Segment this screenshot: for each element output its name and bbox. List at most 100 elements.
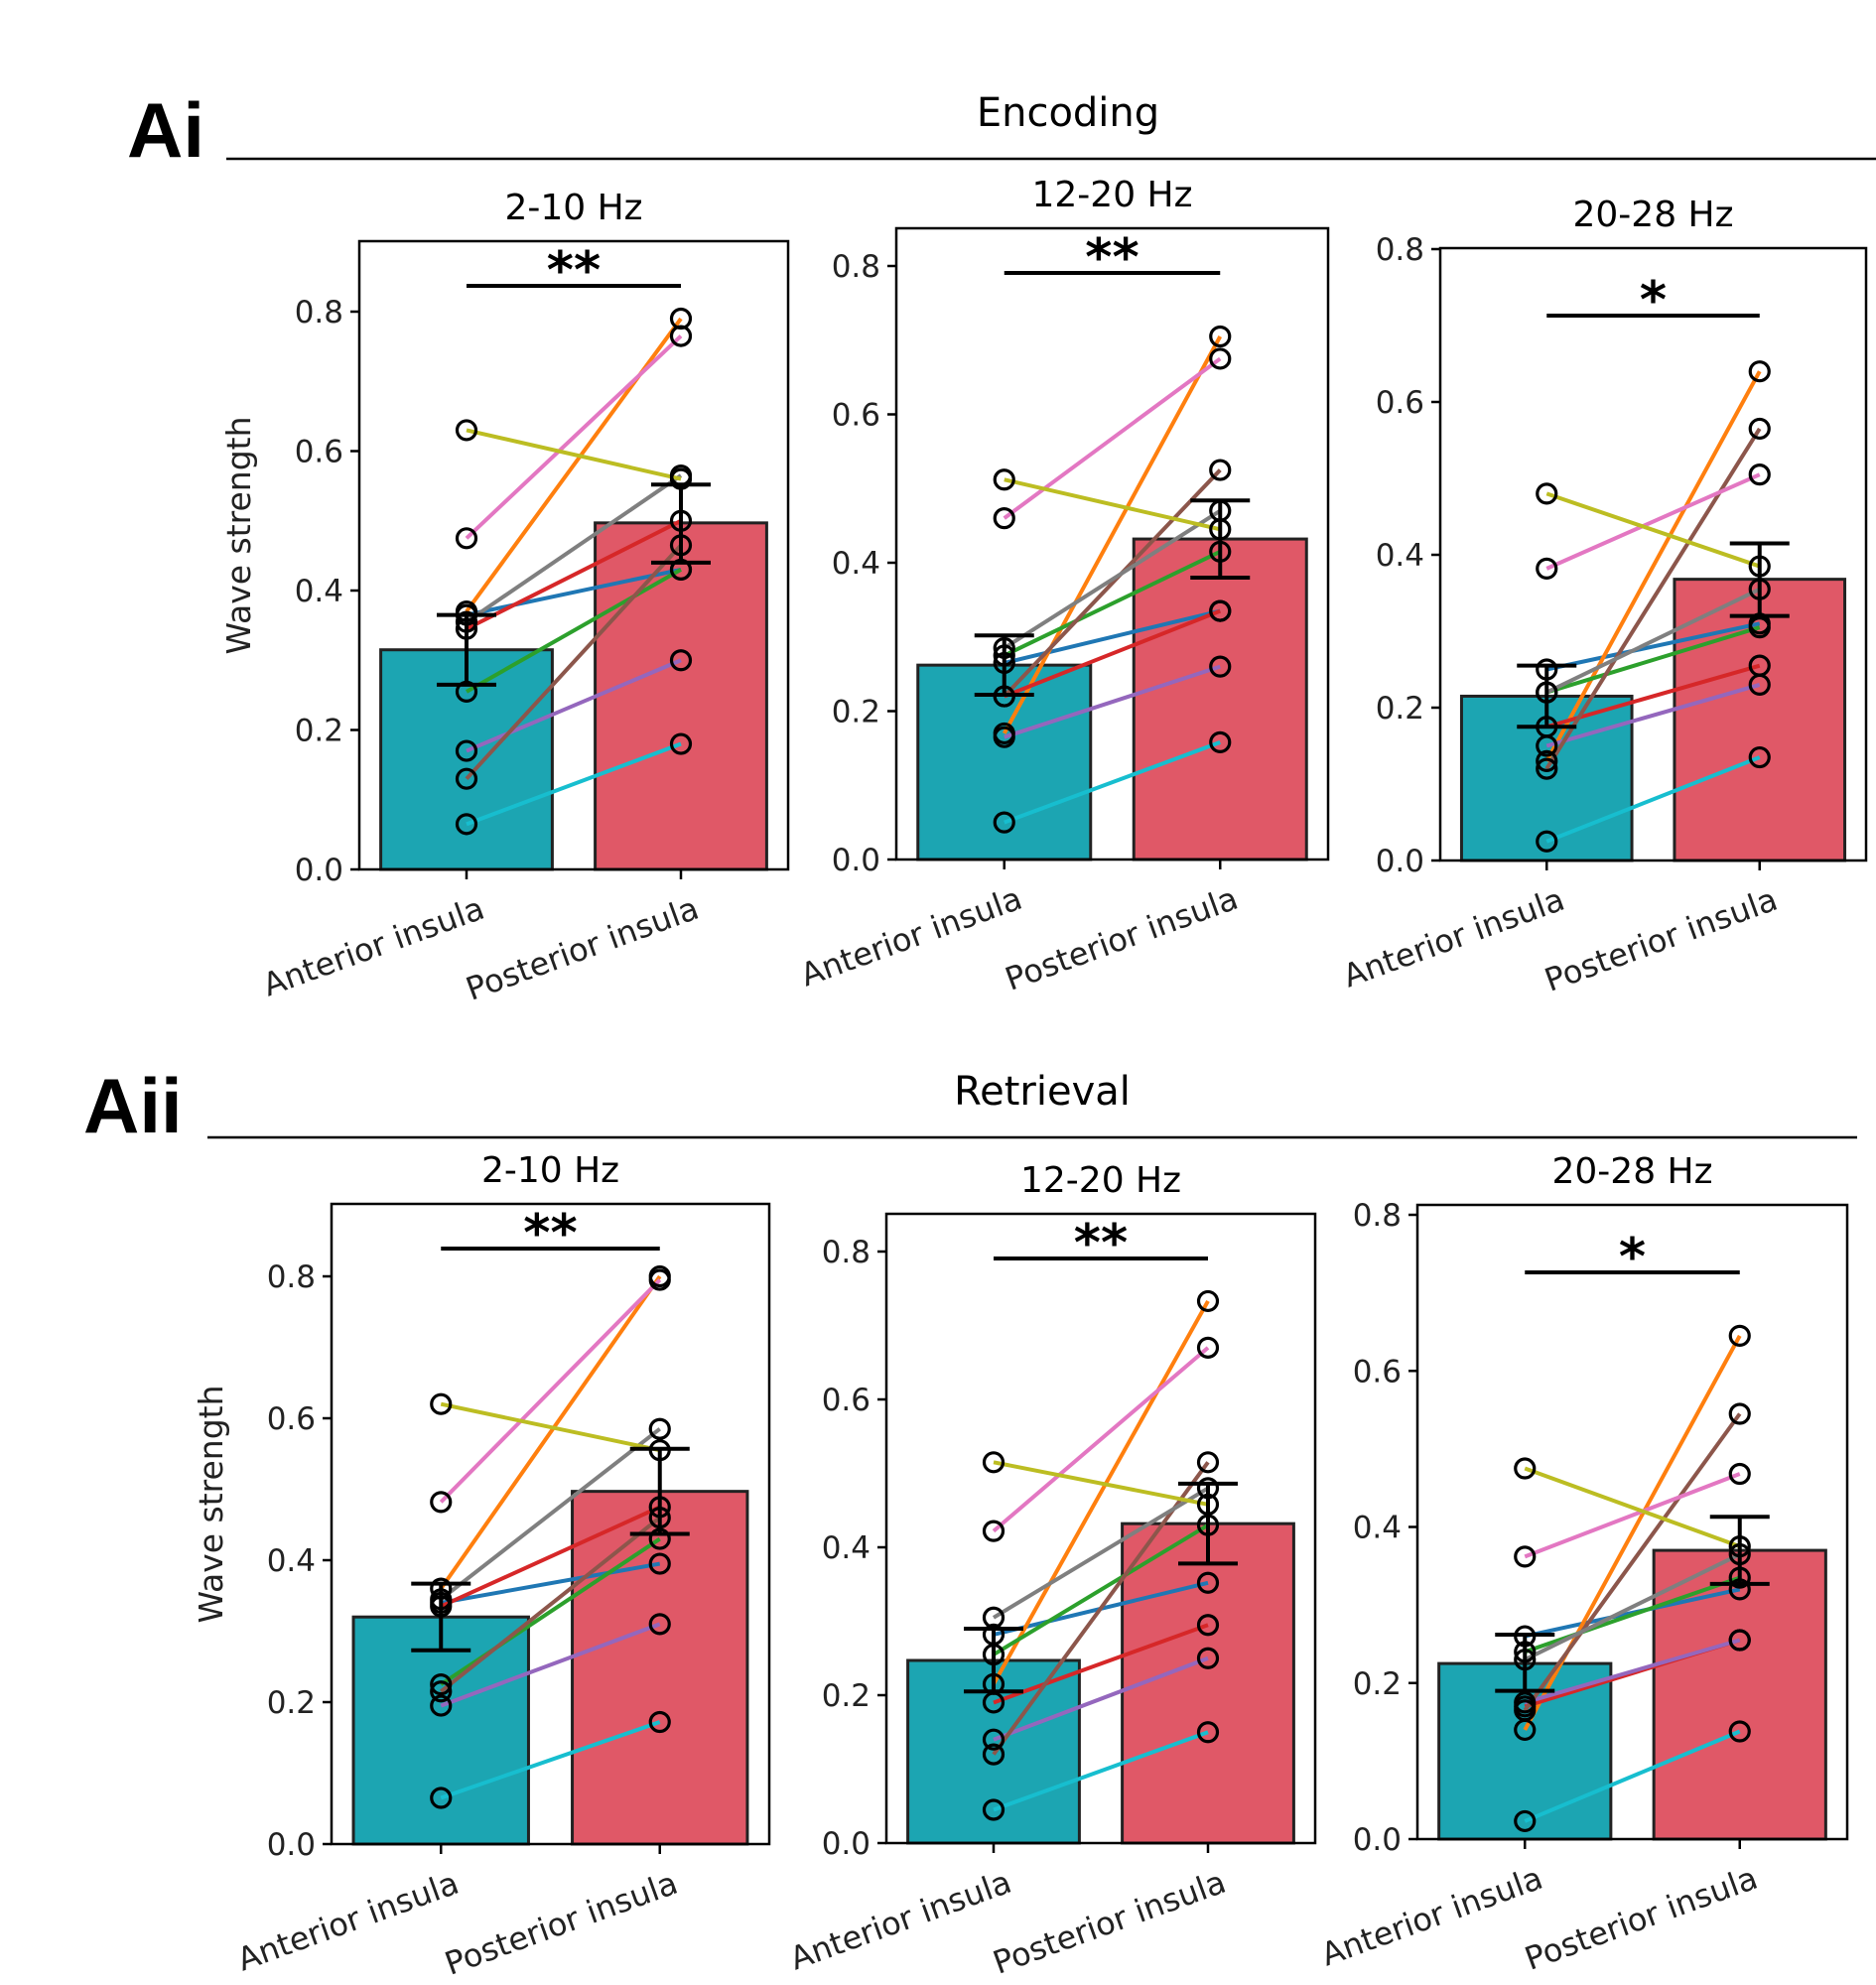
- subject-line-gray: [1003, 508, 1222, 650]
- subject-line-gray: [440, 1427, 661, 1601]
- data-point-posterior: [648, 1552, 671, 1575]
- y-axis-label: Wave strength: [219, 416, 258, 654]
- data-point-anterior: [1514, 1691, 1537, 1714]
- data-point-anterior: [982, 1728, 1005, 1751]
- significance-marker: **: [523, 1204, 577, 1263]
- data-point-posterior: [648, 1710, 671, 1734]
- subject-line-brown: [1523, 1412, 1742, 1712]
- y-tick-label: 0.8: [822, 1235, 871, 1270]
- y-tick-label: 0.6: [1353, 1354, 1402, 1390]
- y-tick-label: 0.2: [1353, 1666, 1402, 1702]
- data-point-anterior: [430, 1392, 453, 1415]
- subject-line-cyan: [1524, 1729, 1741, 1823]
- data-point-anterior: [455, 767, 478, 790]
- y-tick-label: 0.8: [295, 295, 343, 331]
- data-point-anterior: [1536, 757, 1558, 780]
- y-tick-label: 0.6: [295, 435, 343, 470]
- data-point-anterior: [1536, 749, 1558, 773]
- axes-frame: [894, 226, 1330, 861]
- x-tick-label: Anterior insula: [796, 879, 1027, 994]
- subject-line-olive: [1524, 1466, 1741, 1549]
- significance-marker: **: [547, 241, 601, 301]
- panel-title: 20-28 Hz: [1572, 195, 1733, 235]
- data-point-anterior: [430, 1680, 453, 1703]
- data-point-anterior: [982, 1743, 1005, 1766]
- subject-line-purple: [993, 1655, 1209, 1742]
- data-point-posterior: [1196, 1721, 1220, 1744]
- bar-posterior-insula: [1121, 1522, 1295, 1845]
- subject-line-green: [1545, 625, 1761, 695]
- x-tick-label: Posterior insula: [440, 1864, 682, 1983]
- y-tick-label: 0.4: [1353, 1511, 1402, 1546]
- y-tick-label: 0.0: [295, 853, 343, 888]
- error-bar-anterior: [974, 633, 1034, 698]
- y-axis-label: Wave strength: [192, 1385, 230, 1623]
- significance-marker: *: [1640, 271, 1667, 331]
- panel-title: 20-28 Hz: [1551, 1151, 1712, 1192]
- subject-line-pink: [992, 1346, 1210, 1533]
- subject-line-pink: [1545, 472, 1761, 571]
- data-point-anterior: [455, 419, 478, 442]
- subject-line-blue: [466, 567, 682, 617]
- subject-line-purple: [466, 658, 682, 753]
- subject-line-green: [992, 1522, 1210, 1656]
- data-point-anterior: [982, 1798, 1005, 1821]
- data-point-anterior: [430, 1786, 453, 1809]
- subject-line-cyan: [1545, 755, 1761, 844]
- subject-line-cyan: [1004, 740, 1221, 825]
- section-encoding: Ai Encoding: [127, 86, 1876, 174]
- subject-line-brown: [440, 1516, 661, 1693]
- data-point-posterior: [1209, 459, 1232, 481]
- chart-panel-retrieval-2-10hz: 2-10 Hz ** 0.0 0.2 0.4 0.6 0.8 Anterior insulaP…: [192, 1150, 771, 1983]
- subject-line-red: [466, 518, 682, 631]
- data-point-posterior: [1209, 325, 1232, 348]
- y-tick-label: 0.0: [832, 843, 880, 878]
- data-point-posterior: [1209, 655, 1232, 678]
- section-title: Retrieval: [954, 1069, 1131, 1115]
- y-tick-label: 0.4: [267, 1543, 316, 1579]
- data-point-anterior: [430, 1694, 453, 1717]
- error-bar-anterior: [437, 612, 496, 687]
- data-point-posterior: [1196, 1614, 1220, 1637]
- data-point-posterior: [1196, 1289, 1220, 1313]
- y-tick-label: 0.2: [295, 714, 343, 749]
- data-point-posterior: [1728, 1720, 1751, 1743]
- significance-marker: *: [1619, 1228, 1646, 1287]
- data-point-anterior: [455, 739, 478, 762]
- data-point-posterior: [648, 1417, 671, 1440]
- bar-posterior-insula: [571, 1490, 749, 1846]
- data-point-anterior: [1514, 1699, 1537, 1722]
- bar-posterior-insula: [1652, 1548, 1827, 1841]
- subject-line-gray: [992, 1486, 1210, 1620]
- data-point-anterior: [430, 1491, 453, 1514]
- data-point-anterior: [1536, 482, 1558, 505]
- subject-line-orange: [439, 1274, 662, 1590]
- section-label: Ai: [127, 86, 204, 174]
- panel-title: 2-10 Hz: [481, 1150, 619, 1191]
- significance-marker: **: [1074, 1214, 1128, 1273]
- y-tick-label: 0.6: [1376, 385, 1424, 421]
- chart-panel-retrieval-12-20hz: 12-20 Hz ** 0.0 0.2 0.4 0.6 0.8 Anterior insula…: [785, 1160, 1317, 1982]
- subject-line-brown: [1544, 427, 1762, 770]
- error-bar-anterior: [1517, 663, 1577, 729]
- section-retrieval: Aii Retrieval: [83, 1062, 1857, 1149]
- subject-line-pink: [1524, 1472, 1741, 1559]
- x-tick-label: Anterior insula: [258, 889, 489, 1004]
- subject-line-blue: [1545, 621, 1761, 672]
- data-point-posterior: [1209, 599, 1232, 622]
- subject-line-brown: [465, 543, 683, 781]
- axes-frame: [884, 1212, 1317, 1845]
- data-point-anterior: [1536, 830, 1558, 853]
- y-tick-label: 0.4: [295, 574, 343, 609]
- data-point-posterior: [1748, 463, 1771, 486]
- chart-panel-encoding-12-20hz: 12-20 Hz ** 0.0 0.2 0.4 0.6 0.8 Anterior insula…: [796, 175, 1330, 998]
- subject-line-gray: [1524, 1552, 1741, 1661]
- x-tick-label: Posterior insula: [461, 889, 703, 1008]
- data-point-anterior: [993, 811, 1015, 834]
- chart-panel-retrieval-20-28hz: 20-28 Hz * 0.0 0.2 0.4 0.6 0.8 Anterior insulaP…: [1316, 1151, 1849, 1978]
- y-tick-label: 0.8: [1376, 232, 1424, 268]
- data-point-posterior: [1728, 1462, 1751, 1486]
- bar-anterior-insula: [916, 663, 1093, 861]
- axes-frame: [357, 239, 790, 871]
- x-tick-label: Posterior insula: [1540, 880, 1782, 999]
